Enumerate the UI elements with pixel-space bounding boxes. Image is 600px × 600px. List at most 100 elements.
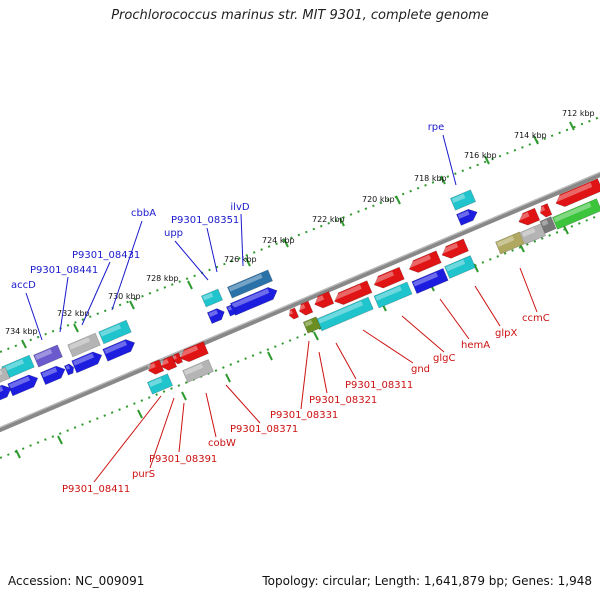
- label-hemA-connector: [439, 298, 470, 340]
- reverse-cds-08371-shape: [182, 359, 214, 383]
- scale-tick-upper: [129, 300, 135, 310]
- reverse-cds-08371: [182, 359, 214, 383]
- label-ilvD-connector: [240, 213, 244, 267]
- reverse-cds-gray-shape: [519, 223, 547, 245]
- reverse-cds-08331-shape: [302, 316, 322, 334]
- label-accD: accD: [11, 280, 36, 291]
- label-p9301-08321: P9301_08321: [309, 395, 377, 406]
- forward-cds-08351: [200, 288, 224, 308]
- reverse-cds-glgC-highlight: [375, 286, 402, 301]
- reverse-gene-08321: [298, 300, 314, 316]
- forward-cds-08441: [33, 344, 63, 368]
- label-purS-connector: [149, 397, 175, 469]
- forward-gene-cbbA-highlight: [104, 340, 127, 354]
- forward-gene-ilvD-highlight: [231, 288, 270, 309]
- label-hemA: hemA: [461, 340, 490, 351]
- map-title: Prochlorococcus marinus str. MIT 9301, c…: [111, 8, 489, 23]
- label-cobW: cobW: [208, 438, 236, 449]
- forward-gene-rpe-shape: [456, 208, 478, 226]
- scale-tick-lower: [313, 331, 319, 341]
- label-glgC-connector: [401, 315, 445, 353]
- genome-summary-text: Topology: circular; Length: 1,641,879 bp…: [262, 574, 592, 588]
- reverse-cds-gray-highlight: [521, 227, 536, 238]
- label-glgC: glgC: [433, 353, 455, 364]
- label-p9301-08441-connector: [59, 276, 69, 333]
- reverse-cds-darkgray-highlight: [541, 219, 549, 227]
- reverse-gene-cobW: [160, 355, 178, 371]
- reverse-gene-08321-shape: [299, 300, 314, 316]
- reverse-gene-08371: [178, 341, 209, 363]
- label-ccmC-connector: [519, 267, 538, 313]
- scale-tick-upper: [21, 339, 27, 349]
- reverse-gene-cobW-highlight: [160, 358, 169, 366]
- scale-tick-upper: [484, 155, 490, 165]
- forward-gene-rpe-highlight: [457, 210, 470, 219]
- forward-cds-08441-highlight: [34, 348, 53, 360]
- forward-cds-rpe-shape: [449, 189, 477, 211]
- forward-cds-08431-highlight: [68, 337, 91, 350]
- reverse-gene-glgC-shape: [373, 266, 405, 289]
- reverse-cds-olive: [495, 231, 525, 255]
- label-p9301-08311-connector: [335, 342, 357, 380]
- forward-gene-upp-shape: [206, 308, 225, 325]
- label-p9301-08371-connector: [225, 384, 261, 424]
- reverse-gene-ccmC-a-highlight: [554, 182, 593, 203]
- reverse-cds-08331: [302, 316, 322, 334]
- forward-gene-small-highlight: [227, 306, 232, 311]
- scale-tick-upper: [395, 195, 401, 205]
- scale-tick-label: 722 kbp: [312, 215, 345, 224]
- scale-tick-upper: [187, 280, 193, 290]
- label-gnd: gnd: [411, 364, 430, 375]
- scale-tick-label: 724 kbp: [262, 236, 295, 245]
- forward-gene-08441-highlight: [41, 367, 58, 378]
- scale-tick-upper: [339, 217, 345, 227]
- scale-tick-lower: [15, 449, 21, 459]
- reverse-cds-hemA-shape: [411, 267, 449, 295]
- reverse-gene-ccmC: [517, 207, 541, 226]
- reverse-cds-green-shape: [551, 198, 600, 230]
- reverse-cds-gnd-highlight: [317, 301, 364, 324]
- scale-track-upper: [0, 116, 600, 353]
- reverse-cds-darkgray: [539, 216, 557, 234]
- forward-cds-08441-shape: [33, 344, 63, 368]
- forward-cds-ilvD: [227, 269, 273, 299]
- scale-tick-upper: [440, 175, 446, 185]
- scale-tick-label: 720 kbp: [362, 195, 395, 204]
- forward-cds-rpe-highlight: [451, 193, 466, 204]
- reverse-gene-gnd-shape: [334, 280, 373, 305]
- forward-gene-08441: [40, 365, 66, 386]
- forward-cds-edge-highlight: [0, 370, 3, 377]
- scale-tick-label: 728 kbp: [146, 274, 179, 283]
- forward-gene-edge: [0, 384, 12, 405]
- scale-tick-label: 718 kbp: [414, 174, 447, 183]
- label-rpe: rpe: [428, 122, 445, 133]
- label-accD-connector: [25, 292, 43, 341]
- label-cbbA: cbbA: [131, 208, 156, 219]
- scale-tick-upper: [533, 135, 539, 145]
- reverse-gene-hemA: [408, 250, 442, 273]
- forward-cds-08351-highlight: [202, 292, 214, 301]
- forward-gene-cbbA: [102, 339, 136, 362]
- accession-text: Accession: NC_009091: [8, 574, 145, 588]
- backbone-layer: [0, 171, 600, 433]
- scale-tick-lower: [473, 263, 479, 273]
- label-p9301-08411: P9301_08411: [62, 484, 130, 495]
- label-p9301-08431-connector: [81, 261, 111, 326]
- reverse-gene-glpX-shape: [441, 238, 469, 259]
- scale-tick-upper: [73, 323, 79, 333]
- reverse-gene-gnd-highlight: [333, 284, 362, 301]
- backbone-line: [0, 171, 600, 433]
- forward-cds-ilvD-highlight: [228, 273, 263, 292]
- reverse-gene-08371-highlight: [178, 345, 199, 358]
- reverse-cds-cobW: [146, 373, 174, 395]
- reverse-gene-ccmC-highlight: [517, 212, 530, 221]
- forward-gene-tiny-shape: [63, 363, 74, 376]
- reverse-gene-08311-shape: [314, 291, 335, 309]
- forward-gene-small-shape: [225, 304, 236, 317]
- reverse-cds-08331-highlight: [304, 319, 313, 327]
- reverse-cds-olive-shape: [495, 231, 525, 255]
- forward-gene-08431: [71, 351, 103, 374]
- label-layer: 712 kbp 714 kbp 716 kbp 718 kbp 720 kbp 722 k…: [5, 109, 595, 495]
- reverse-gene-08371-shape: [179, 341, 209, 363]
